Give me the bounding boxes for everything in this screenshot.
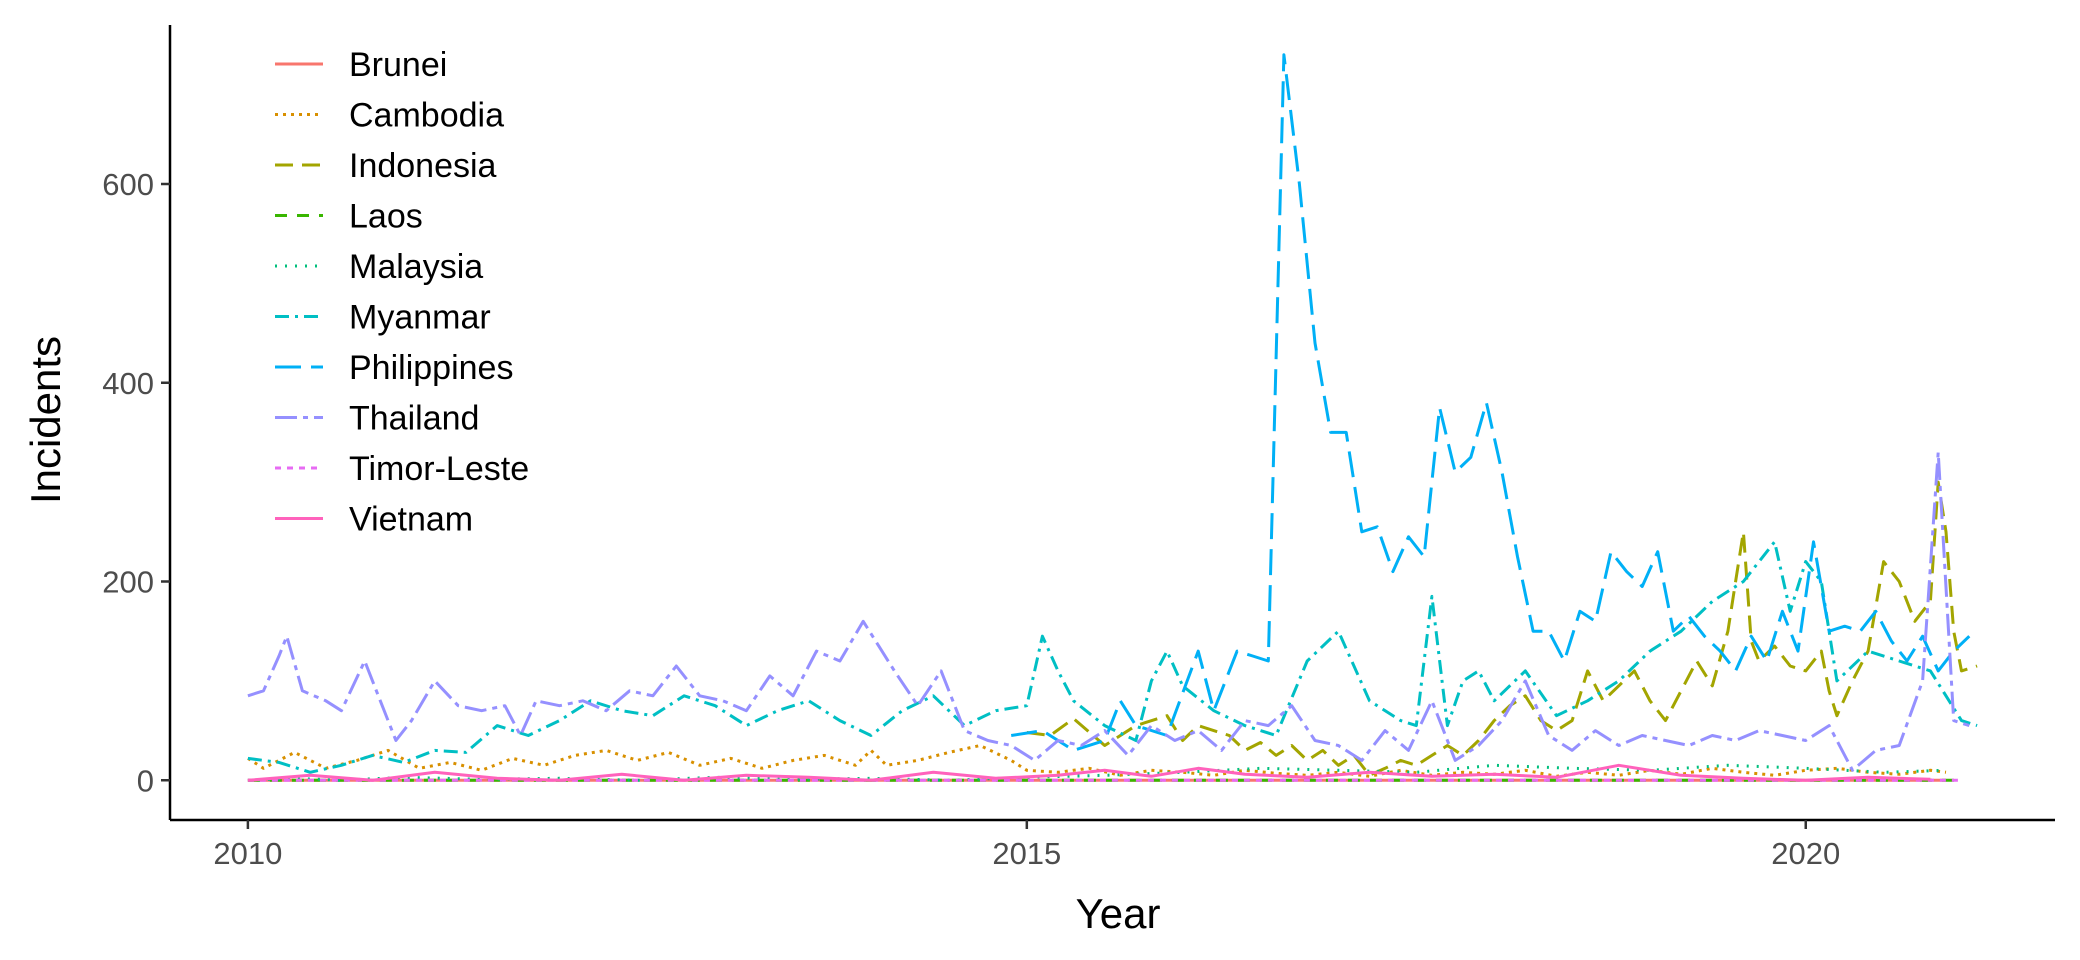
y-tick-label: 200 [102,565,154,600]
legend-label: Malaysia [349,248,483,286]
legend-label: Timor-Leste [349,450,529,488]
x-tick-label: 2010 [213,836,282,871]
legend-label: Brunei [349,46,447,84]
legend-label: Philippines [349,349,513,387]
series-line-myanmar [247,540,1978,774]
legend-label: Myanmar [349,299,491,337]
axes: 0 200 400 600 2010 2015 2020 [102,25,2055,871]
y-axis-title: Incidents [22,336,69,504]
series-line-vietnam [247,763,1931,782]
series-line-indonesia [1026,480,1978,777]
legend-label: Indonesia [349,147,497,185]
series-line-cambodia [247,744,1947,778]
y-tick-label: 400 [102,366,154,401]
y-tick-label: 600 [102,167,154,202]
y-tick-label: 0 [137,763,154,798]
x-tick-label: 2015 [992,836,1061,871]
legend-label: Cambodia [349,97,504,135]
legend: Brunei Cambodia Indonesia Laos Malaysia Myanm… [275,46,529,539]
series-line-thailand [247,450,1970,772]
series-line-philippines [1010,53,1971,752]
x-axis-title: Year [1076,890,1161,937]
series-layer [247,53,1978,782]
x-tick-label: 2020 [1771,836,1840,871]
legend-label: Thailand [349,400,479,438]
legend-label: Vietnam [349,501,473,539]
legend-label: Laos [349,198,423,236]
